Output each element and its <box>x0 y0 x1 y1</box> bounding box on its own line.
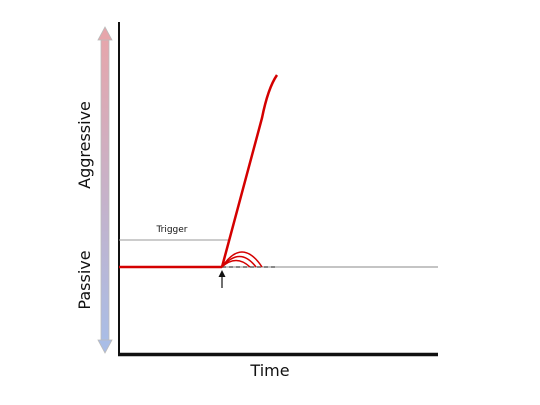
x-label: Time <box>249 361 289 380</box>
trigger-arrow <box>218 270 226 288</box>
trigger-label: Trigger <box>155 225 187 235</box>
scale-arrow <box>97 26 113 354</box>
y-label-bottom: Passive <box>75 250 94 309</box>
y-label-top: Aggressive <box>75 101 94 189</box>
aggressive-response <box>220 74 279 268</box>
damped-responses <box>221 251 263 268</box>
